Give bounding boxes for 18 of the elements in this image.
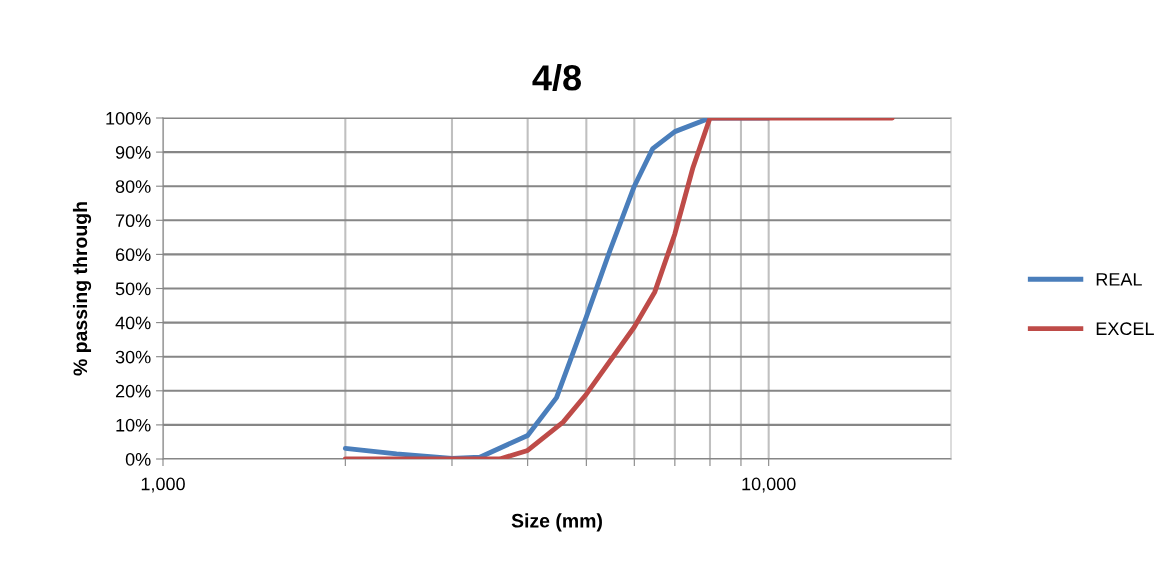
legend-label: EXCEL xyxy=(1096,322,1154,336)
x-tick-label: 10,000 xyxy=(742,477,796,493)
y-axis-title: % passing through xyxy=(72,202,92,376)
y-tick-label: 60% xyxy=(115,248,151,262)
legend-label: REAL xyxy=(1096,273,1142,286)
y-tick-label: 30% xyxy=(115,350,151,364)
y-tick-label: 20% xyxy=(115,384,151,398)
y-tick-label: 100% xyxy=(106,111,151,125)
y-tick-label: 70% xyxy=(115,214,151,228)
x-tick-label: 1,000 xyxy=(141,477,185,493)
y-tick-label: 10% xyxy=(116,418,151,432)
y-tick-label: 80% xyxy=(115,180,151,193)
x-axis-title: Size (mm) xyxy=(511,513,602,532)
y-tick-label: 0% xyxy=(125,452,151,466)
y-tick-label: 90% xyxy=(115,146,151,159)
y-tick-label: 50% xyxy=(115,282,151,296)
chart-title: 4/8 xyxy=(532,64,581,91)
y-tick-label: 40% xyxy=(115,316,151,330)
